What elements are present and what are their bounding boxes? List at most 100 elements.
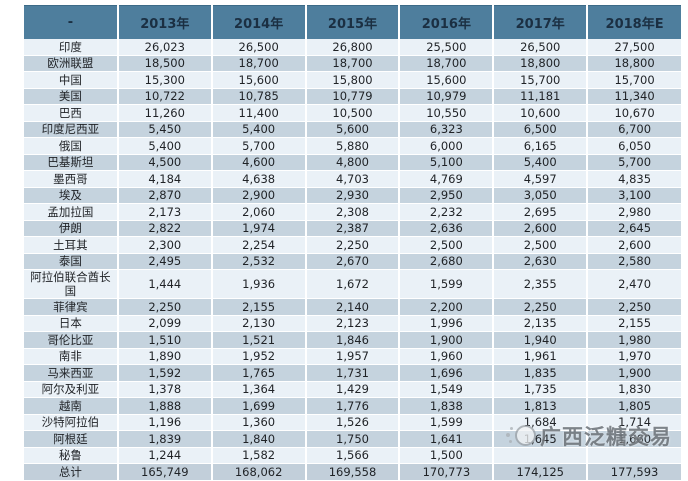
cell: 10,779 xyxy=(305,88,401,105)
table-row: 菲律宾 2,250 2,155 2,140 2,200 2,250 2,250 xyxy=(24,298,682,316)
cell: 2,500 xyxy=(493,236,589,254)
cell: 6,700 xyxy=(587,121,682,138)
column-header: 2015年 xyxy=(305,5,401,39)
cell: 1,521 xyxy=(211,331,307,349)
cell: 1,980 xyxy=(587,331,682,349)
cell: 2,600 xyxy=(587,236,682,254)
cell: 1,940 xyxy=(493,331,589,349)
row-label: 俄国 xyxy=(24,137,119,155)
cell: 1,526 xyxy=(305,414,401,431)
cell: 3,100 xyxy=(587,187,682,204)
cell: 26,800 xyxy=(305,39,401,56)
column-header: 2017年 xyxy=(493,5,589,39)
cell: 4,800 xyxy=(305,154,401,171)
cell: 4,835 xyxy=(587,170,682,188)
column-header: 2018年E xyxy=(587,5,682,39)
cell: 1,566 xyxy=(305,447,401,464)
cell: 10,600 xyxy=(493,104,589,122)
cell: 1,364 xyxy=(211,381,307,398)
cell: 1,582 xyxy=(211,447,307,464)
cell: 2,155 xyxy=(211,298,307,316)
cell xyxy=(493,447,589,464)
cell: 6,165 xyxy=(493,137,589,155)
cell: 1,936 xyxy=(211,269,307,299)
row-label: 伊朗 xyxy=(24,220,119,237)
row-label: 巴基斯坦 xyxy=(24,154,119,171)
row-label: 越南 xyxy=(24,397,119,415)
cell: 2,670 xyxy=(305,253,401,270)
table-row: 沙特阿拉伯 1,196 1,360 1,526 1,599 1,684 1,714 xyxy=(24,414,682,431)
cell: 2,250 xyxy=(587,298,682,316)
cell: 6,050 xyxy=(587,137,682,155)
table-row: 阿尔及利亚 1,378 1,364 1,429 1,549 1,735 1,830 xyxy=(24,381,682,398)
row-label: 中国 xyxy=(24,71,119,89)
cell: 1,714 xyxy=(587,414,682,431)
column-header: 2014年 xyxy=(211,5,307,39)
cell: 1,838 xyxy=(399,397,495,415)
cell: 2,135 xyxy=(493,315,589,332)
table-row: 巴西 11,260 11,400 10,500 10,550 10,600 10,670 xyxy=(24,104,682,122)
cell: 11,260 xyxy=(117,104,213,122)
row-label: 埃及 xyxy=(24,187,119,204)
table-row: 伊朗 2,822 1,974 2,387 2,636 2,600 2,645 xyxy=(24,220,682,237)
cell: 2,250 xyxy=(305,236,401,254)
cell: 1,970 xyxy=(587,348,682,365)
cell: 2,308 xyxy=(305,203,401,221)
table-row: 墨西哥 4,184 4,638 4,703 4,769 4,597 4,835 xyxy=(24,170,682,188)
cell: 1,660 xyxy=(587,430,682,448)
cell: 2,232 xyxy=(399,203,495,221)
cell: 1,735 xyxy=(493,381,589,398)
cell: 1,599 xyxy=(399,269,495,299)
cell: 6,323 xyxy=(399,121,495,138)
cell: 5,450 xyxy=(117,121,213,138)
cell: 2,500 xyxy=(399,236,495,254)
cell: 2,470 xyxy=(587,269,682,299)
cell: 25,500 xyxy=(399,39,495,56)
cell: 1,974 xyxy=(211,220,307,237)
cell: 10,670 xyxy=(587,104,682,122)
cell: 18,700 xyxy=(305,55,401,72)
row-label: 马来西亚 xyxy=(24,364,119,382)
cell: 4,597 xyxy=(493,170,589,188)
table-row: 土耳其 2,300 2,254 2,250 2,500 2,500 2,600 xyxy=(24,236,682,254)
cell: 1,890 xyxy=(117,348,213,365)
column-header: 2016年 xyxy=(399,5,495,39)
cell: 4,638 xyxy=(211,170,307,188)
cell: 1,765 xyxy=(211,364,307,382)
cell: 18,800 xyxy=(587,55,682,72)
cell: 2,980 xyxy=(587,203,682,221)
cell: 1,378 xyxy=(117,381,213,398)
cell: 6,500 xyxy=(493,121,589,138)
cell: 1,731 xyxy=(305,364,401,382)
cell: 18,700 xyxy=(399,55,495,72)
row-label: 日本 xyxy=(24,315,119,332)
row-label: 印度 xyxy=(24,39,119,56)
cell: 5,400 xyxy=(493,154,589,171)
cell: 1,696 xyxy=(399,364,495,382)
table-row: 埃及 2,870 2,900 2,930 2,950 3,050 3,100 xyxy=(24,187,682,204)
table-header: -2013年 2014年 2015年 2016年 2017年 2018年E xyxy=(24,5,682,39)
cell: 1,957 xyxy=(305,348,401,365)
data-table: -2013年 2014年 2015年 2016年 2017年 2018年E 印度 26,02… xyxy=(24,5,682,481)
table-body: 印度 26,023 26,500 26,800 25,500 26,500 27,500 欧洲… xyxy=(24,39,682,481)
cell: 1,805 xyxy=(587,397,682,415)
cell: 2,250 xyxy=(493,298,589,316)
cell: 1,840 xyxy=(211,430,307,448)
table-row: 南非 1,890 1,952 1,957 1,960 1,961 1,970 xyxy=(24,348,682,365)
cell: 11,340 xyxy=(587,88,682,105)
cell: 10,722 xyxy=(117,88,213,105)
cell: 5,100 xyxy=(399,154,495,171)
table-row: 印度 26,023 26,500 26,800 25,500 26,500 27,500 xyxy=(24,39,682,56)
cell: 18,700 xyxy=(211,55,307,72)
cell: 1,549 xyxy=(399,381,495,398)
cell: 2,636 xyxy=(399,220,495,237)
cell: 1,900 xyxy=(587,364,682,382)
cell: 1,645 xyxy=(493,430,589,448)
row-label: 菲律宾 xyxy=(24,298,119,316)
cell: 2,532 xyxy=(211,253,307,270)
cell: 1,244 xyxy=(117,447,213,464)
cell: 1,750 xyxy=(305,430,401,448)
cell: 10,785 xyxy=(211,88,307,105)
cell: 15,700 xyxy=(587,71,682,89)
cell: 2,900 xyxy=(211,187,307,204)
